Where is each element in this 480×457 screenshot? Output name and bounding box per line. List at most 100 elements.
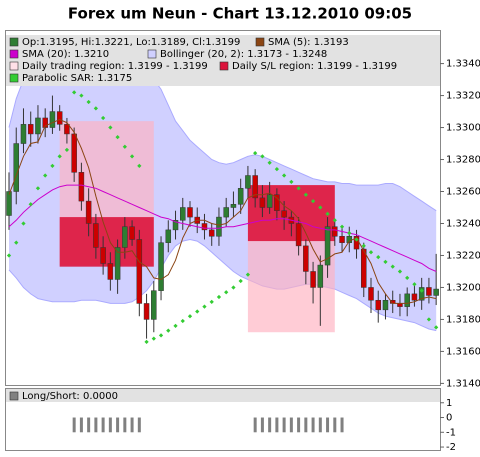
y-tick-label: 1.3240 bbox=[446, 218, 480, 229]
bar bbox=[318, 417, 322, 433]
sar-dot bbox=[50, 163, 55, 169]
bar bbox=[108, 417, 112, 433]
indicator-line bbox=[8, 184, 437, 272]
sar-dot bbox=[151, 336, 156, 341]
sar-dot bbox=[260, 154, 265, 159]
legend-label: Op:1.3195, Hi:1.3221, Lo:1.3189, Cl:1.31… bbox=[22, 37, 240, 48]
sar-dot bbox=[108, 125, 113, 130]
bar bbox=[304, 417, 308, 433]
sar-dot bbox=[21, 221, 26, 226]
sar-dot bbox=[35, 186, 41, 191]
bar bbox=[311, 417, 315, 433]
y-tick-label: 1.3300 bbox=[446, 123, 480, 134]
sar-dot bbox=[122, 144, 127, 149]
sar-dot bbox=[224, 290, 229, 295]
candle-body bbox=[85, 200, 92, 224]
y-tick-label: 0 bbox=[446, 413, 452, 424]
legend-swatch bbox=[255, 37, 265, 47]
candle-body bbox=[397, 303, 403, 307]
sar-dot bbox=[129, 154, 135, 159]
sar-dot bbox=[100, 115, 106, 121]
sar-dot bbox=[339, 224, 345, 229]
bar bbox=[268, 417, 272, 433]
sar-dot bbox=[368, 250, 374, 255]
candle-body bbox=[426, 287, 432, 296]
sar-dot bbox=[202, 304, 207, 309]
sar-dot bbox=[180, 318, 185, 324]
sar-dot bbox=[419, 288, 424, 293]
candle-body bbox=[216, 216, 222, 237]
legend-swatch bbox=[9, 37, 19, 47]
sar-dot bbox=[253, 151, 258, 156]
candle-body bbox=[281, 210, 287, 218]
bar bbox=[326, 417, 330, 433]
sar-dot bbox=[354, 237, 359, 242]
bar bbox=[333, 417, 337, 433]
sar-dot bbox=[412, 282, 417, 287]
candle-body bbox=[42, 117, 48, 128]
candle-body bbox=[266, 194, 273, 208]
candle-body bbox=[259, 197, 266, 208]
candle-body bbox=[158, 242, 164, 291]
candle-body bbox=[100, 247, 106, 264]
bar bbox=[116, 417, 120, 433]
bar bbox=[130, 417, 134, 433]
candle-body bbox=[245, 175, 251, 189]
legend-label: Bollinger (20, 2): 1.3173 - 1.3248 bbox=[160, 49, 327, 60]
sar-dot bbox=[28, 202, 33, 207]
band-lower bbox=[8, 238, 437, 332]
bar bbox=[282, 417, 286, 433]
candle-body bbox=[368, 287, 374, 301]
sar-dot bbox=[187, 314, 193, 319]
legend-swatch bbox=[9, 73, 19, 83]
bar bbox=[297, 417, 301, 433]
candle-body bbox=[317, 264, 324, 288]
y-tick-label: 1 bbox=[446, 398, 452, 409]
sar-dot bbox=[405, 275, 410, 280]
candle-body bbox=[114, 247, 121, 280]
candle-body bbox=[136, 239, 143, 304]
sar-dot bbox=[281, 173, 287, 178]
candle-body bbox=[274, 194, 280, 211]
legend-swatch bbox=[147, 49, 157, 59]
candle-body bbox=[143, 303, 150, 320]
candle-body bbox=[230, 204, 237, 208]
sar-dot bbox=[231, 285, 236, 290]
sar-dot bbox=[93, 106, 99, 111]
candle-body bbox=[172, 220, 179, 231]
y-tick-label: 1.3180 bbox=[446, 314, 480, 325]
sar-dot bbox=[79, 93, 84, 98]
sar-dot bbox=[195, 309, 200, 314]
sar-dot bbox=[86, 99, 91, 105]
candle-body bbox=[411, 293, 418, 301]
candle-body bbox=[64, 124, 70, 135]
sar-dot bbox=[397, 269, 403, 274]
y-tick-label: 1.3340 bbox=[446, 59, 480, 70]
sar-dot bbox=[361, 243, 366, 248]
y-tick-label: -2 bbox=[446, 442, 456, 453]
legend-label: Parabolic SAR: 1.3175 bbox=[22, 73, 132, 84]
candle-body bbox=[93, 223, 99, 248]
sar-dot bbox=[14, 240, 19, 245]
candle-body bbox=[201, 223, 208, 231]
candle-body bbox=[332, 226, 338, 237]
sar-dot bbox=[72, 90, 77, 95]
candle-body bbox=[295, 223, 302, 247]
sar-dot bbox=[325, 211, 330, 217]
sar-dot bbox=[209, 299, 214, 304]
sar-dot bbox=[245, 272, 251, 277]
sar-dot bbox=[173, 323, 178, 328]
y-tick-label: 1.3140 bbox=[446, 378, 480, 389]
candle-body bbox=[382, 299, 389, 311]
candle-body bbox=[20, 124, 27, 144]
y-tick-label: 1.3160 bbox=[446, 346, 480, 357]
candle-body bbox=[404, 293, 410, 307]
sar-dot bbox=[137, 163, 142, 169]
sar-dot bbox=[216, 294, 222, 300]
bar bbox=[79, 417, 83, 433]
candle-body bbox=[35, 117, 41, 135]
sar-dot bbox=[310, 198, 316, 204]
candle-body bbox=[433, 288, 439, 296]
candle-body bbox=[237, 188, 244, 205]
legend-background bbox=[6, 389, 440, 402]
